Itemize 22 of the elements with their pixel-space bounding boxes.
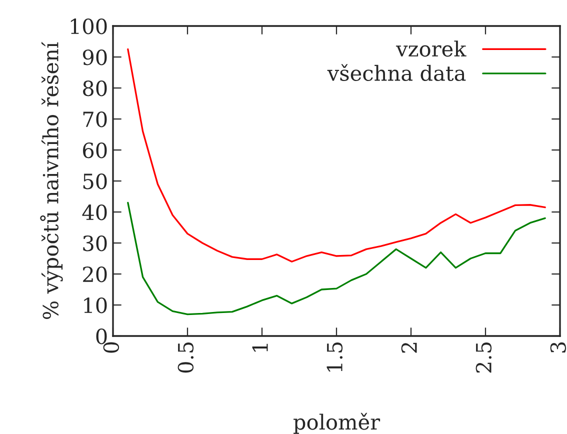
- x-tick-label: 0.5: [178, 342, 194, 373]
- x-tick-label: 2: [401, 342, 417, 353]
- y-tick-label: 10: [84, 297, 107, 314]
- y-tick-label: 90: [82, 49, 107, 66]
- y-tick-label: 30: [83, 235, 107, 252]
- y-axis-title: % výpočtů naivního řešení: [40, 42, 63, 319]
- y-tick-label: 60: [83, 142, 107, 158]
- x-tick-label: 1.5: [326, 342, 343, 372]
- x-axis-title: poloměr: [294, 412, 380, 434]
- x-tick-label: 0: [103, 342, 120, 353]
- y-tick-label: 20: [83, 266, 107, 282]
- x-tick-label: 3: [550, 342, 566, 353]
- y-tick-label: 100: [70, 18, 107, 34]
- y-tick-label: 50: [83, 173, 107, 190]
- y-tick-label: 80: [83, 80, 107, 96]
- x-tick-label: 1: [252, 344, 268, 352]
- x-tick-label: 2.5: [476, 342, 492, 373]
- y-tick-label: 70: [83, 111, 107, 128]
- legend-label: všechna data: [327, 64, 466, 82]
- y-tick-label: 40: [82, 204, 107, 220]
- line-series: [127, 202, 546, 316]
- legend-label: vzorek: [396, 40, 466, 57]
